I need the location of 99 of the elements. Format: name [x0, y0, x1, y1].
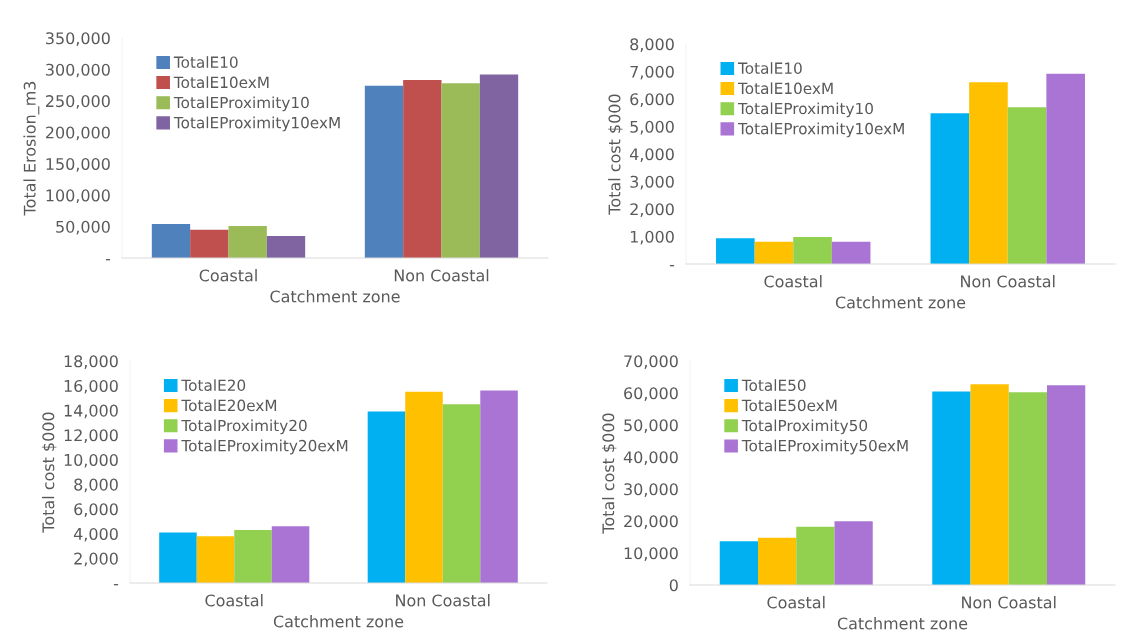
legend-label: TotalEProximity10exM	[173, 116, 340, 132]
bar	[442, 404, 481, 583]
y-axis-title: Total cost $000	[608, 94, 623, 215]
bar	[831, 241, 871, 264]
y-tick-label: -	[113, 584, 119, 586]
legend-label: TotalEProximity10	[737, 102, 873, 118]
bar	[1046, 73, 1085, 264]
legend-label: TotalE10	[737, 62, 802, 74]
y-tick-label: 30,000	[624, 483, 678, 497]
x-axis-title: Catchment zone	[835, 296, 966, 309]
bar	[196, 536, 235, 583]
legend-label: TotalEProximity10	[173, 96, 309, 112]
y-tick-label: 50,000	[56, 220, 110, 235]
y-tick-label: 4,000	[73, 527, 118, 542]
bar	[969, 82, 1008, 264]
bar	[932, 391, 971, 585]
bar	[970, 384, 1009, 585]
y-tick-label: 2,000	[74, 552, 118, 567]
bar	[834, 521, 873, 585]
x-tick-label: Non Coastal	[961, 275, 1055, 288]
y-tick-label: 6,000	[74, 503, 118, 517]
legend-label: TotalE10exM	[173, 76, 269, 89]
bar	[480, 390, 518, 583]
legend-label: TotalE20exM	[181, 399, 277, 412]
bar	[159, 532, 197, 583]
y-tick-label: 40,000	[623, 451, 678, 465]
y-tick-label: 5,000	[630, 120, 674, 135]
y-tick-label: 14,000	[64, 404, 118, 419]
x-tick-label: Non Coastal	[962, 596, 1056, 609]
y-tick-label: 50,000	[624, 419, 678, 433]
y-tick-label: 0	[669, 579, 678, 592]
legend-label: TotalEProximity10exM	[737, 122, 904, 138]
bar	[758, 537, 797, 585]
bar	[793, 237, 832, 264]
bar	[754, 241, 794, 264]
legend-label: TotalE10	[173, 56, 238, 68]
y-tick-label: -	[105, 259, 111, 261]
y-tick-label: 20,000	[624, 515, 678, 529]
bar	[151, 224, 191, 258]
y-tick-label: 16,000	[64, 379, 118, 394]
legend-label: TotalE10exM	[737, 82, 833, 95]
x-axis-title: Catchment zone	[270, 290, 400, 303]
bar	[796, 526, 835, 585]
bar	[1047, 385, 1086, 585]
legend-label: TotalE20	[181, 379, 246, 392]
y-tick-label: 100,000	[46, 189, 110, 204]
y-tick-label: 1,000	[630, 230, 674, 245]
y-tick-label: 6,000	[630, 93, 674, 107]
y-axis-title: Total Erosion_m3	[23, 81, 40, 216]
x-tick-label: Coastal	[199, 269, 257, 282]
legend-label: TotalEProximity20exM	[181, 439, 348, 455]
bar	[1008, 392, 1047, 585]
y-tick-label: 7,000	[630, 65, 674, 80]
y-tick-label: 60,000	[624, 387, 678, 401]
y-tick-label: 200,000	[46, 126, 110, 141]
bar	[364, 85, 404, 258]
y-tick-label: 18,000	[64, 355, 118, 369]
legend-label: TotalEProximity50exM	[741, 439, 908, 455]
y-tick-label: 4,000	[629, 148, 674, 162]
x-tick-label: Coastal	[764, 275, 822, 288]
legend-label: TotalE50	[741, 379, 806, 392]
bar	[930, 113, 970, 264]
bar	[190, 229, 229, 258]
bar	[716, 238, 755, 264]
y-axis-title: Total cost $000	[601, 413, 617, 534]
legend-label: TotalProximity50	[741, 419, 868, 435]
bar	[367, 411, 406, 583]
bar	[266, 236, 306, 258]
x-axis-title: Catchment zone	[837, 617, 968, 630]
legend-label: TotalE50exM	[741, 399, 837, 412]
x-axis-title: Catchment zone	[273, 615, 404, 628]
y-tick-label: 250,000	[46, 95, 110, 109]
bar	[228, 225, 267, 258]
x-tick-label: Non Coastal	[394, 269, 489, 282]
y-tick-label: 12,000	[64, 429, 118, 443]
x-tick-label: Coastal	[767, 596, 825, 609]
bar	[441, 83, 480, 258]
bar	[271, 526, 310, 583]
y-tick-label: 70,000	[624, 355, 678, 369]
x-tick-label: Non Coastal	[396, 594, 490, 607]
bar	[719, 541, 758, 585]
x-tick-label: Coastal	[205, 594, 263, 607]
bar	[479, 74, 519, 258]
y-tick-label: 3,000	[630, 175, 674, 190]
y-tick-label: -	[669, 265, 675, 267]
legend-label: TotalProximity20	[181, 419, 307, 435]
y-tick-label: 300,000	[46, 63, 110, 78]
y-tick-label: 2,000	[630, 203, 674, 217]
y-tick-label: 10,000	[624, 547, 678, 561]
bar	[403, 80, 442, 258]
y-tick-label: 350,000	[46, 32, 110, 46]
y-tick-label: 150,000	[46, 157, 110, 172]
bar	[1007, 107, 1047, 264]
bar	[405, 391, 443, 583]
y-tick-label: 8,000	[74, 478, 118, 493]
y-axis-title: Total cost $000	[41, 412, 57, 533]
y-tick-label: 10,000	[64, 453, 118, 468]
y-tick-label: 8,000	[630, 38, 674, 52]
bar	[234, 529, 272, 583]
